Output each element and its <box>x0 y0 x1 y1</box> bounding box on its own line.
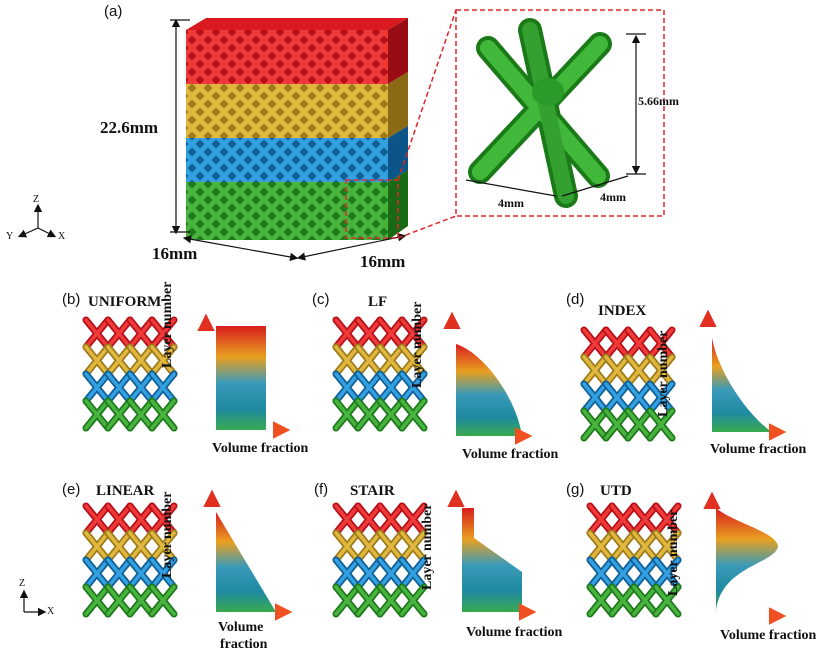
triad-x-label: X <box>58 231 66 242</box>
panel-e-title: LINEAR <box>96 483 155 499</box>
side-x-label: X <box>47 606 55 617</box>
cell-dimension-lines <box>465 33 646 197</box>
dimension-lines <box>170 18 407 262</box>
panel-c-ylabel: Layer number <box>410 301 425 388</box>
lattice-linear <box>82 502 178 618</box>
panel-d-label: (d) <box>566 291 585 308</box>
profile-lf <box>443 311 533 445</box>
cell-width-dimension-left: 4mm <box>498 196 524 210</box>
panel-e-label: (e) <box>62 481 81 498</box>
lattice-lf <box>332 316 428 432</box>
triad-z-label: Z <box>33 194 40 205</box>
panel-g-xlabel: Volume fraction <box>720 628 817 643</box>
panel-b-ylabel: Layer number <box>160 281 175 368</box>
width-dimension-left: 16mm <box>152 244 198 263</box>
profile-stair <box>447 489 537 621</box>
profile-area-utd <box>716 508 778 612</box>
panel-f-title: STAIR <box>350 483 395 499</box>
cube-layer-blue <box>186 138 388 182</box>
cube-side-blue <box>388 126 408 182</box>
zoom-callout <box>345 9 665 239</box>
panel-c-label: (c) <box>312 291 330 308</box>
panel-b-xlabel: Volume fraction <box>212 441 309 456</box>
cube-layer-yellow <box>186 84 388 138</box>
panel-d-title: INDEX <box>598 303 647 319</box>
panel-f-xlabel: Volume fraction <box>466 625 563 640</box>
panel-f-label: (f) <box>314 481 329 498</box>
profile-linear <box>203 489 293 621</box>
lattice-index <box>580 326 676 442</box>
profile-plots <box>197 309 787 625</box>
axis-2d <box>19 589 47 617</box>
panel-f-ylabel: Layer number <box>420 503 435 590</box>
panel-g-label: (g) <box>566 481 585 498</box>
panel-a-label: (a) <box>104 3 123 20</box>
width-dimension-right: 16mm <box>360 252 406 271</box>
axis-triad <box>17 203 57 238</box>
lattice-utd <box>586 502 682 618</box>
panel-b-label: (b) <box>62 291 81 308</box>
panel-d-ylabel: Layer number <box>656 330 671 417</box>
unit-cell <box>468 18 612 208</box>
side-z-label: Z <box>19 578 26 589</box>
profile-utd <box>703 491 787 625</box>
panel-d-xlabel: Volume fraction <box>710 442 807 457</box>
cube-layer-red <box>186 30 388 84</box>
cell-height-dimension: 5.66mm <box>638 94 679 108</box>
cube-layer-green <box>186 182 388 240</box>
triad-y-label: Y <box>6 231 14 242</box>
lattice-stair <box>332 502 428 618</box>
panel-b-title: UNIFORM <box>88 294 162 310</box>
panel-e-xlabel-line1: Volume <box>218 620 264 635</box>
profile-area-stair <box>462 508 522 612</box>
profile-index <box>699 309 787 441</box>
panel-c-title: LF <box>368 294 388 310</box>
profile-area-index <box>712 338 772 432</box>
panel-g-title: UTD <box>600 483 632 499</box>
profile-area-lf <box>456 344 522 436</box>
panel-e-xlabel-line2: fraction <box>220 637 268 652</box>
profile-area-uniform <box>216 326 266 430</box>
panel-c-xlabel: Volume fraction <box>462 447 559 462</box>
panel-g-ylabel: Layer number <box>666 509 681 596</box>
cell-width-dimension-right: 4mm <box>600 190 626 204</box>
cube-side-yellow <box>388 72 408 138</box>
panel-e-ylabel: Layer number <box>160 491 175 578</box>
lattice-cube <box>186 18 408 240</box>
height-dimension: 22.6mm <box>100 118 159 137</box>
lattice-uniform <box>82 316 178 432</box>
small-lattices <box>82 316 682 618</box>
cube-top-face <box>186 18 408 30</box>
profile-area-linear <box>216 512 276 612</box>
profile-uniform <box>197 313 291 439</box>
cube-side-red <box>388 18 408 84</box>
